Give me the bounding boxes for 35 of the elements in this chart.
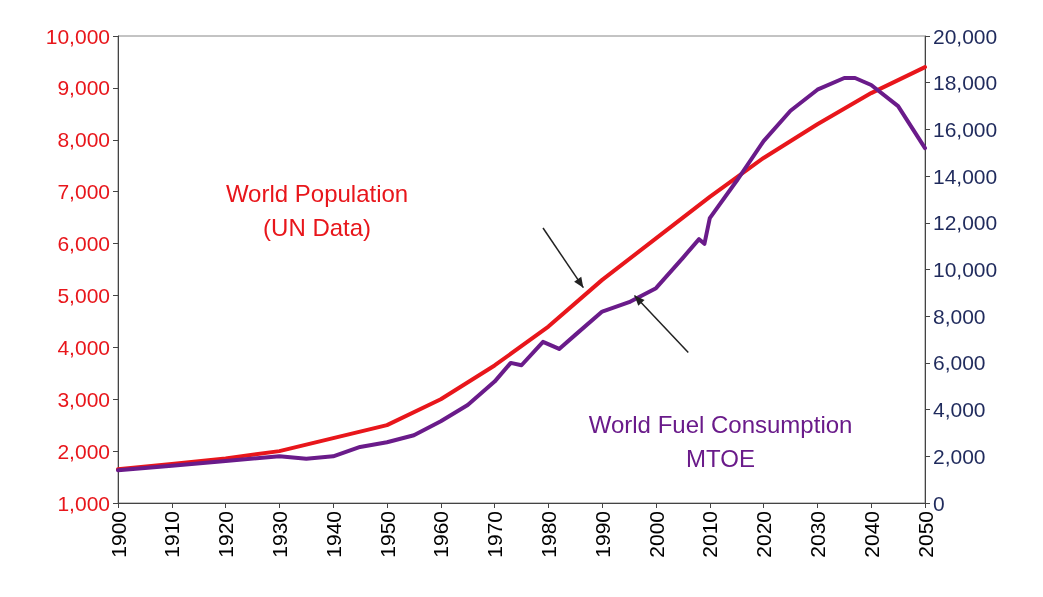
y2-tick-label: 18,000 bbox=[933, 71, 998, 95]
x-tick-label: 1920 bbox=[214, 511, 238, 558]
y-tick-label: 10,000 bbox=[45, 24, 110, 48]
x-tick-label: 1930 bbox=[267, 511, 291, 558]
y2-tick-label: 8,000 bbox=[933, 304, 986, 328]
y2-tick-label: 12,000 bbox=[933, 211, 998, 235]
x-tick-label: 1980 bbox=[536, 511, 560, 558]
x-tick-label: 2010 bbox=[698, 511, 722, 558]
y-tick-label: 5,000 bbox=[57, 283, 110, 307]
x-tick-label: 1960 bbox=[429, 511, 453, 558]
y-tick-label: 3,000 bbox=[57, 387, 110, 411]
x-tick-label: 1970 bbox=[483, 511, 507, 558]
y2-tick-label: 16,000 bbox=[933, 117, 998, 141]
text: World Population (UN Data) bbox=[225, 179, 409, 241]
y2-tick-label: 6,000 bbox=[933, 351, 986, 375]
x-tick-label: 1950 bbox=[375, 511, 399, 558]
y2-tick-label: 14,000 bbox=[933, 164, 998, 188]
y2-tick-label: 2,000 bbox=[933, 444, 986, 468]
y2-tick-label: 20,000 bbox=[933, 24, 998, 48]
y-tick-label: 4,000 bbox=[57, 335, 110, 359]
y-tick-label: 9,000 bbox=[57, 76, 110, 100]
y2-tick-label: 10,000 bbox=[933, 258, 998, 281]
y-tick-label: 6,000 bbox=[57, 232, 110, 256]
y-tick-label: 8,000 bbox=[57, 128, 110, 152]
x-tick-label: 1910 bbox=[160, 511, 184, 558]
x-tick-label: 2020 bbox=[752, 511, 776, 558]
x-tick-label: 2000 bbox=[644, 511, 668, 558]
x-tick-label: 1940 bbox=[321, 511, 345, 558]
x-tick-label: 1990 bbox=[590, 511, 614, 558]
y-tick-label: 2,000 bbox=[57, 439, 110, 463]
y-tick-label: 7,000 bbox=[57, 180, 110, 204]
x-tick-label: 2040 bbox=[859, 511, 883, 558]
x-tick-label: 2030 bbox=[805, 511, 829, 558]
text: World Fuel Consumption MTOE bbox=[588, 410, 853, 472]
y2-tick-label: 4,000 bbox=[933, 398, 986, 422]
